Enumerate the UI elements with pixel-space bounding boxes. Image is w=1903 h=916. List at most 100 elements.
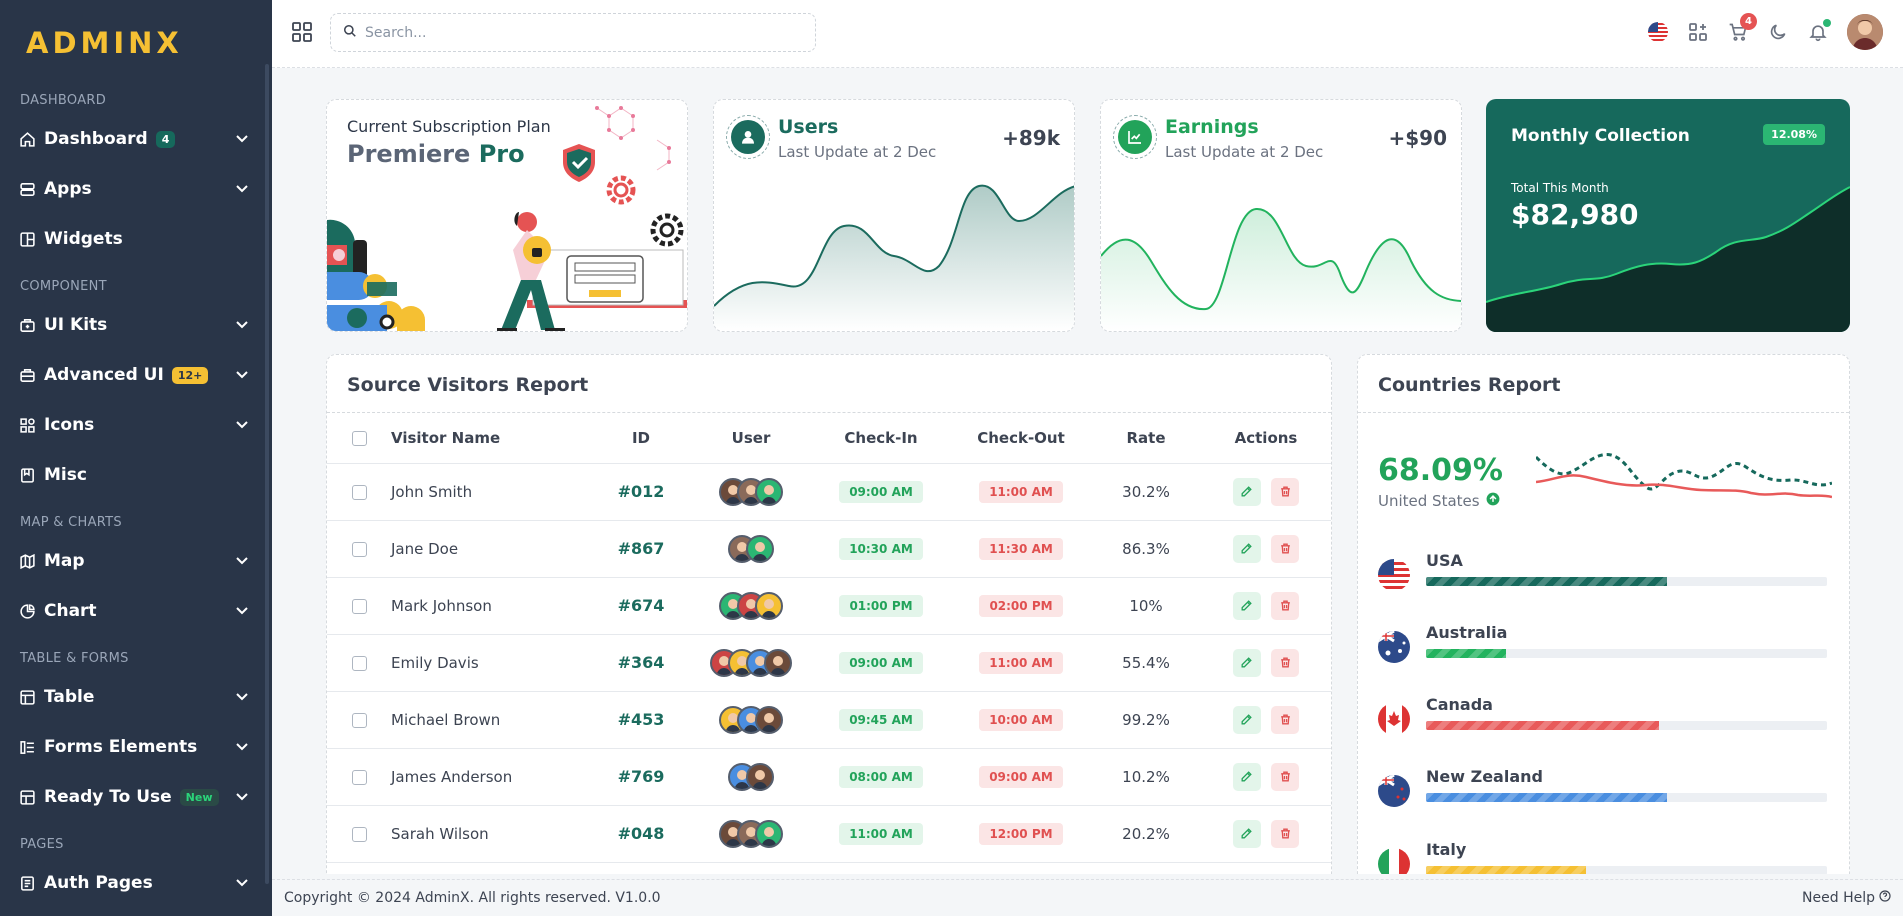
ready-icon bbox=[18, 788, 36, 806]
rate-cell: 30.2% bbox=[1091, 463, 1201, 521]
sidebar-item-forms-elements[interactable]: Forms Elements bbox=[0, 722, 272, 772]
monthly-title: Monthly Collection bbox=[1511, 126, 1690, 146]
edit-icon bbox=[1241, 600, 1252, 611]
need-help-label: Need Help bbox=[1802, 890, 1875, 906]
row-checkbox[interactable] bbox=[351, 484, 367, 500]
trash-icon bbox=[1281, 828, 1290, 839]
sidebar-item-auth-pages[interactable]: Auth Pages bbox=[0, 858, 272, 908]
edit-button[interactable] bbox=[1232, 819, 1261, 848]
sidebar-item-apps[interactable]: Apps bbox=[0, 164, 272, 214]
sidebar-scrollbar[interactable] bbox=[265, 64, 269, 884]
form-icon bbox=[18, 738, 36, 756]
plan-label: Current Subscription Plan bbox=[347, 117, 551, 136]
sidebar-item-advanced-ui[interactable]: Advanced UI 12+ bbox=[0, 350, 272, 400]
search-box bbox=[330, 13, 816, 52]
delete-button[interactable] bbox=[1271, 819, 1300, 848]
source-visitors-report-card: Source Visitors Report Visitor Name ID U… bbox=[326, 354, 1332, 874]
sidebar-item-label: Map bbox=[44, 551, 85, 571]
moon-icon[interactable] bbox=[1767, 21, 1789, 43]
select-all-checkbox[interactable] bbox=[351, 430, 367, 446]
delete-button[interactable] bbox=[1271, 477, 1300, 506]
check-out-badge: 09:00 AM bbox=[979, 765, 1063, 788]
user-avatar[interactable] bbox=[746, 762, 774, 791]
us-flag-icon[interactable] bbox=[1647, 21, 1669, 43]
country-progress-track bbox=[1426, 866, 1827, 874]
country-progress-fill bbox=[1426, 721, 1659, 730]
row-select-cell bbox=[327, 520, 391, 578]
sidebar-item-ready-to-use[interactable]: Ready To Use New bbox=[0, 772, 272, 822]
table-header-row: Visitor Name ID User Check-In Check-Out … bbox=[327, 413, 1331, 464]
row-checkbox[interactable] bbox=[351, 826, 367, 842]
edit-button[interactable] bbox=[1232, 705, 1261, 734]
sidebar-item-widgets[interactable]: Widgets bbox=[0, 214, 272, 264]
delete-button[interactable] bbox=[1271, 648, 1300, 677]
delete-button[interactable] bbox=[1271, 762, 1300, 791]
edit-icon bbox=[1241, 828, 1252, 839]
sidebar: ADMINX DASHBOARD Dashboard 4 Apps Widget… bbox=[0, 0, 272, 916]
search-icon bbox=[343, 24, 357, 42]
check-out-cell: 09:00 AM bbox=[951, 748, 1091, 806]
visitor-id-cell: #048 bbox=[591, 805, 691, 863]
rate-cell: 55.4% bbox=[1091, 634, 1201, 692]
user-avatar[interactable] bbox=[755, 705, 783, 734]
users-title: Users bbox=[778, 116, 839, 138]
edit-button[interactable] bbox=[1232, 534, 1261, 563]
visitor-name: Jane Doe bbox=[391, 520, 591, 578]
need-help-link[interactable]: Need Help bbox=[1802, 890, 1891, 906]
apps-grid-icon[interactable] bbox=[292, 22, 312, 42]
edit-button[interactable] bbox=[1232, 591, 1261, 620]
section-pages: PAGES bbox=[20, 836, 64, 852]
logo[interactable]: ADMINX bbox=[0, 0, 272, 86]
earnings-value: +$90 bbox=[1388, 126, 1447, 150]
search-input[interactable] bbox=[365, 24, 785, 41]
row-checkbox[interactable] bbox=[351, 655, 367, 671]
sidebar-item-label: Misc bbox=[44, 465, 87, 485]
sidebar-item-chart[interactable]: Chart bbox=[0, 586, 272, 636]
plan-name-part1: Premiere bbox=[347, 140, 471, 168]
delete-button[interactable] bbox=[1271, 534, 1300, 563]
monthly-amount: $82,980 bbox=[1511, 198, 1639, 231]
sidebar-item-label: Chart bbox=[44, 601, 97, 621]
row-checkbox[interactable] bbox=[351, 598, 367, 614]
cart-count-badge: 4 bbox=[1740, 13, 1757, 30]
sidebar-item-table[interactable]: Table bbox=[0, 672, 272, 722]
sidebar-item-misc[interactable]: Misc bbox=[0, 450, 272, 500]
sidebar-item-map[interactable]: Map bbox=[0, 536, 272, 586]
users-sparkline bbox=[714, 184, 1074, 331]
edit-button[interactable] bbox=[1232, 648, 1261, 677]
col-actions: Actions bbox=[1201, 413, 1331, 464]
shapes-icon bbox=[18, 416, 36, 434]
sidebar-item-label: UI Kits bbox=[44, 315, 108, 335]
delete-button[interactable] bbox=[1271, 705, 1300, 734]
plan-name: Premiere Pro bbox=[347, 140, 525, 168]
country-row: New Zealand bbox=[1378, 767, 1831, 817]
canada-flag-icon bbox=[1378, 703, 1410, 735]
edit-button[interactable] bbox=[1232, 477, 1261, 506]
user-avatar[interactable] bbox=[746, 534, 774, 563]
visitor-id: #453 bbox=[617, 710, 665, 729]
user-avatar[interactable] bbox=[764, 648, 792, 677]
sidebar-item-icons[interactable]: Icons bbox=[0, 400, 272, 450]
user-avatar[interactable] bbox=[755, 477, 783, 506]
visitor-name: Michael Brown bbox=[391, 691, 591, 749]
table-row: Sarah Wilson #048 11:00 AM 12:00 PM 20.2… bbox=[327, 805, 1331, 863]
arrow-up-circle-icon bbox=[1486, 492, 1500, 510]
avatar-stack bbox=[719, 591, 783, 620]
chevron-down-icon bbox=[236, 553, 248, 569]
delete-button[interactable] bbox=[1271, 591, 1300, 620]
edit-button[interactable] bbox=[1232, 762, 1261, 791]
user-avatar[interactable] bbox=[1847, 14, 1883, 50]
country-name: USA bbox=[1426, 551, 1463, 570]
row-checkbox[interactable] bbox=[351, 769, 367, 785]
row-checkbox[interactable] bbox=[351, 712, 367, 728]
chevron-down-icon bbox=[236, 739, 248, 755]
cart-icon[interactable]: 4 bbox=[1727, 13, 1757, 43]
row-checkbox[interactable] bbox=[351, 541, 367, 557]
user-avatar[interactable] bbox=[755, 591, 783, 620]
sidebar-item-dashboard[interactable]: Dashboard 4 bbox=[0, 114, 272, 164]
sidebar-item-ui-kits[interactable]: UI Kits bbox=[0, 300, 272, 350]
chevron-down-icon bbox=[236, 317, 248, 333]
bell-icon[interactable] bbox=[1807, 19, 1831, 43]
user-avatar[interactable] bbox=[755, 819, 783, 848]
apps-add-icon[interactable] bbox=[1687, 21, 1709, 43]
